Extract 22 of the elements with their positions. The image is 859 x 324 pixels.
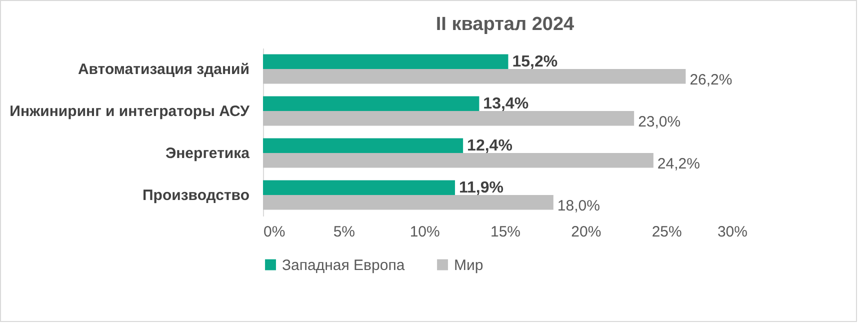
data-label: 18,0% xyxy=(557,197,600,214)
x-tick-label: 0% xyxy=(264,224,286,240)
x-tick-label: 5% xyxy=(333,224,356,240)
data-label: 15,2% xyxy=(512,54,558,71)
data-label: 11,9% xyxy=(458,180,504,197)
legend-label: Западная Европа xyxy=(282,256,406,274)
data-label: 26,2% xyxy=(690,71,732,88)
x-tick-label: 25% xyxy=(652,224,682,240)
data-label: 23,0% xyxy=(638,113,681,130)
x-tick-label: 15% xyxy=(490,224,521,240)
data-label: 12,4% xyxy=(467,138,512,155)
data-label: 13,4% xyxy=(483,96,529,113)
y-tick-label: Энергетика xyxy=(165,145,250,162)
chart-title: II квартал 2024 xyxy=(436,14,575,35)
x-tick-label: 10% xyxy=(410,224,440,240)
x-tick-label: 20% xyxy=(571,224,602,240)
y-tick-label: Автоматизация зданий xyxy=(78,61,250,78)
x-tick-label: 30% xyxy=(717,224,748,240)
legend-label: Мир xyxy=(454,256,484,274)
y-tick-label: Производство xyxy=(142,187,250,204)
y-tick-label: Инжиниринг и интеграторы АСУ xyxy=(10,103,250,120)
data-label: 24,2% xyxy=(657,155,700,172)
